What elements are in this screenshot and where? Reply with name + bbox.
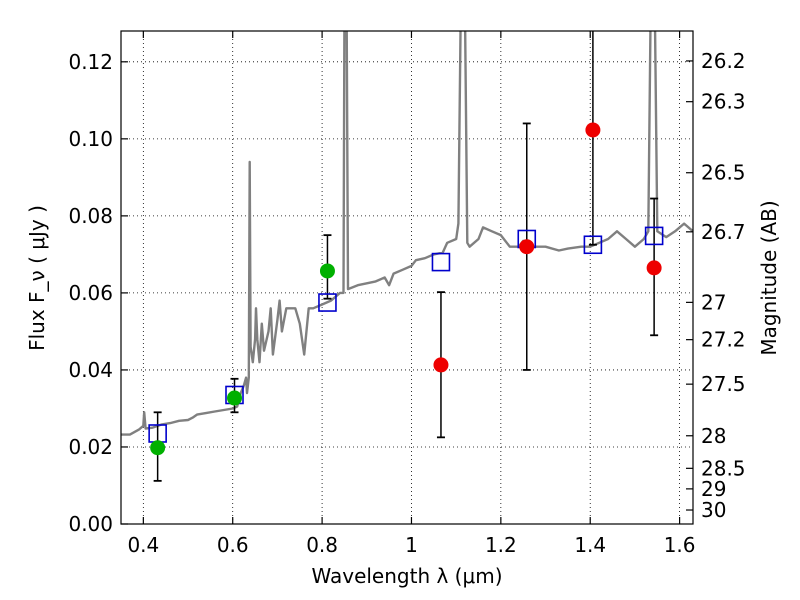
magnitude-tick-label: 29 <box>701 477 726 501</box>
magnitude-tick-label: 27.2 <box>701 328 746 352</box>
x-tick-label: 0.8 <box>306 533 338 557</box>
right-axis-title: Magnitude (AB) <box>757 200 781 355</box>
model-photometry-square <box>644 226 664 246</box>
magnitude-tick-label: 26.5 <box>701 161 746 185</box>
y-tick-label: 0.02 <box>68 435 113 459</box>
observed-points-layer <box>150 122 662 456</box>
model-spectrum-layer <box>121 31 693 436</box>
grid-lines <box>121 31 693 524</box>
magnitude-tick-label: 28 <box>701 424 726 448</box>
model-spectrum-line <box>121 31 693 436</box>
magnitude-tick-label: 26.3 <box>701 90 746 114</box>
detection-point <box>150 440 166 456</box>
model-photometry-square <box>583 235 603 255</box>
magnitude-tick-label: 28.5 <box>701 456 746 480</box>
model-photometry-square <box>318 293 337 312</box>
x-tick-label: 1.6 <box>664 533 696 557</box>
x-tick-label: 0.6 <box>217 533 249 557</box>
nondetection-point <box>585 122 601 138</box>
detection-point <box>227 390 243 406</box>
y-tick-label: 0.12 <box>68 50 113 74</box>
magnitude-tick-label: 26.2 <box>701 49 746 73</box>
tick-labels: 0.4 0.6 0.8 1 1.2 1.4 1.6 0.00 0.02 0.04 0.06 0.08 0… <box>68 49 745 557</box>
y-tick-label: 0.06 <box>68 281 113 305</box>
plot-frame <box>120 30 694 525</box>
y-axis-title: Flux F_ν ( μJy ) <box>25 205 49 351</box>
magnitude-tick-label: 27 <box>701 290 726 314</box>
x-tick-label: 1.2 <box>485 533 517 557</box>
x-tick-label: 1 <box>405 533 418 557</box>
y-tick-label: 0.00 <box>68 512 113 536</box>
x-tick-label: 1.4 <box>574 533 606 557</box>
error-bars-layer <box>153 31 659 482</box>
nondetection-point <box>433 357 449 373</box>
y-tick-label: 0.10 <box>68 127 113 151</box>
axis-ticks <box>121 31 693 525</box>
x-axis-title: Wavelength λ (μm) <box>311 564 502 588</box>
nondetection-point <box>519 239 535 255</box>
model-photometry-square <box>431 252 451 272</box>
magnitude-tick-label: 26.7 <box>701 220 746 244</box>
y-tick-label: 0.04 <box>68 358 113 382</box>
magnitude-tick-label: 27.5 <box>701 372 746 396</box>
y-tick-label: 0.08 <box>68 204 113 228</box>
magnitude-tick-label: 30 <box>701 498 726 522</box>
detection-point <box>319 263 335 279</box>
nondetection-point <box>646 260 662 276</box>
x-tick-label: 0.4 <box>127 533 159 557</box>
